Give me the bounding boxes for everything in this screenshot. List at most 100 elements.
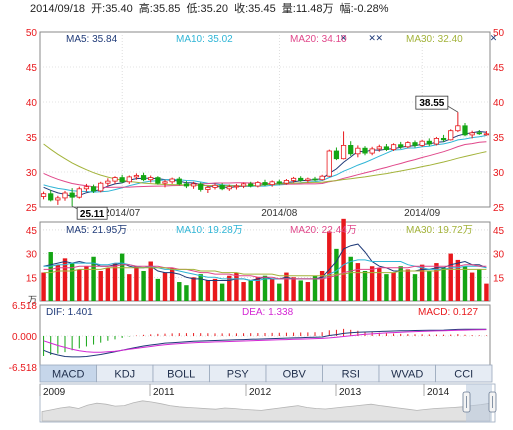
price-candle (62, 190, 68, 201)
macd-ytick: 6.518 (12, 301, 37, 312)
price-legend-ma20: MA20: 34.10 (290, 34, 347, 45)
candle-body (169, 178, 175, 183)
price-candle (40, 191, 47, 200)
price-xtick-label: 2014/09 (404, 208, 441, 219)
candle-body (269, 181, 275, 186)
volume-bar (184, 285, 189, 301)
price-candle (276, 179, 282, 185)
price-candle (83, 183, 90, 192)
quote-close: 35.45 (248, 3, 276, 15)
price-ytick-left: 35 (26, 133, 38, 144)
macd-ytick: 0.000 (12, 332, 37, 343)
candle-body (240, 183, 247, 187)
volume-bar (348, 256, 353, 301)
price-ma30-line (43, 143, 487, 187)
overview-navigator[interactable]: 2009 2011 2012 2013 2014 (39, 383, 497, 423)
candle-body (212, 184, 218, 188)
tab-macd[interactable]: MACD (39, 364, 97, 383)
volume-bar (234, 272, 239, 301)
volume-bar (305, 282, 311, 301)
tab-obv[interactable]: OBV (265, 364, 323, 383)
volume-bar (362, 270, 368, 301)
price-panel: 50 50 45 45 40 40 35 35 30 30 25 25 2014/07 2014/08 20… (26, 28, 505, 220)
volume-bar (398, 266, 403, 301)
volume-bar (198, 274, 203, 301)
tab-psy[interactable]: PSY (209, 364, 267, 383)
price-candle (69, 188, 75, 207)
tab-kdj[interactable]: KDJ (96, 364, 154, 383)
volume-bar (262, 275, 268, 301)
price-candle (90, 184, 97, 193)
candle-body (69, 192, 75, 198)
high-callout-box (415, 95, 449, 110)
candle-body (283, 179, 290, 184)
tab-boll-label: BOLL (167, 369, 195, 381)
price-ytick-right: 45 (493, 63, 505, 74)
candle-body (90, 186, 97, 192)
volume-bar (419, 264, 425, 301)
price-legend-ma5: MA5: 35.84 (66, 34, 118, 45)
volume-bar (255, 277, 261, 301)
tab-rsi[interactable]: RSI (322, 364, 380, 383)
price-candle (305, 177, 311, 183)
candle-body (419, 140, 425, 146)
candle-body (426, 140, 432, 145)
high-callout-leader (447, 105, 459, 113)
volume-bar (219, 283, 225, 301)
volume-bar (91, 256, 96, 301)
price-candle (105, 178, 111, 186)
candle-body (483, 133, 490, 136)
price-candle (226, 184, 232, 191)
volume-bar (148, 261, 153, 301)
candle-body (469, 132, 475, 136)
volume-panel: 45 45 30 30 15 15 万 MA5: 21.95万 MA10: 19.28万 MA20… (26, 218, 505, 305)
price-candle (476, 130, 482, 135)
tab-cci-label: CCI (454, 369, 473, 381)
tab-wvad[interactable]: WVAD (378, 364, 436, 383)
price-candle (383, 144, 390, 151)
candle-body (276, 181, 282, 184)
volume-bar (169, 267, 175, 301)
price-candle (426, 138, 432, 147)
price-ytick-left: 25 (26, 203, 38, 214)
volume-bar (284, 272, 289, 301)
price-candle (448, 129, 454, 141)
candle-body (355, 147, 361, 155)
price-candle (248, 181, 254, 188)
candle-body (162, 181, 168, 184)
macd-panel: 6.518 0.000 -6.518 DIF: 1.401 DEA: 1.338 MACD… (9, 301, 491, 374)
candle-body (319, 175, 325, 181)
price-candle (233, 183, 240, 190)
volume-bar (384, 274, 389, 301)
volume-bar (377, 267, 382, 301)
macd-legend-macd: MACD: 0.127 (418, 307, 478, 318)
tab-boll[interactable]: BOLL (152, 364, 210, 383)
price-event-marker: ✕ (340, 33, 348, 43)
price-legend-ma30: MA30: 32.40 (406, 34, 463, 45)
price-candle (462, 123, 468, 137)
volume-ma30-line (43, 267, 487, 277)
price-candle (119, 174, 125, 184)
candle-body (62, 192, 68, 199)
volume-bar (227, 275, 232, 301)
price-candle (176, 176, 182, 186)
price-candle (255, 181, 261, 188)
price-candle (48, 190, 54, 202)
volume-ytick-right: 30 (493, 250, 505, 261)
price-candle (198, 182, 204, 192)
candle-body (248, 183, 254, 187)
overview-right-handle[interactable] (488, 391, 497, 413)
volume-bar (298, 280, 303, 301)
tab-cci[interactable]: CCI (435, 364, 493, 383)
price-candle (283, 179, 290, 185)
candle-body (312, 178, 318, 181)
volume-bar (162, 272, 168, 301)
volume-bar (334, 248, 339, 301)
price-candle (240, 182, 247, 189)
price-candle (348, 141, 354, 156)
candle-body (348, 144, 354, 155)
candle-body (305, 178, 311, 181)
volume-bar (127, 274, 132, 301)
overview-left-handle[interactable] (462, 391, 471, 413)
price-ytick-left: 30 (26, 168, 38, 179)
